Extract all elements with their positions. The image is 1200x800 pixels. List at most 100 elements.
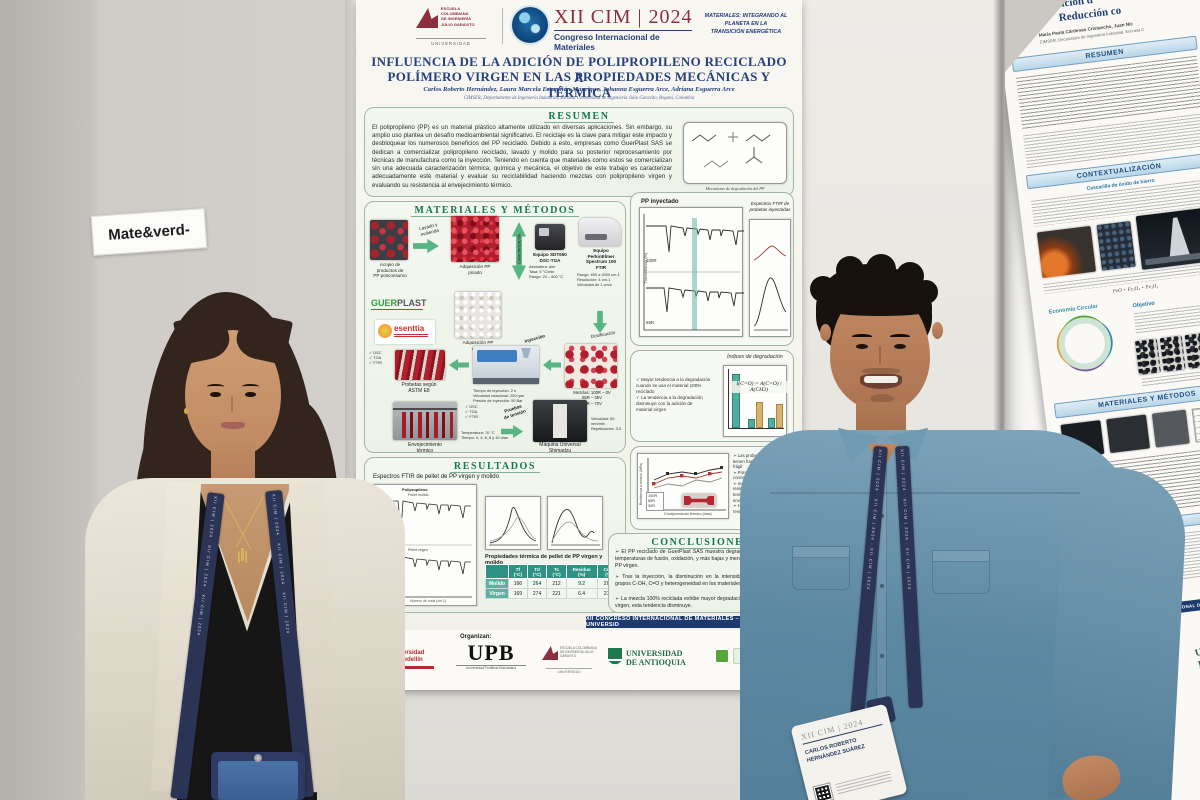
inyectora-hopper <box>521 348 531 358</box>
shimadzu-photo <box>533 400 587 442</box>
guerplast-logo-guer: GUER <box>371 298 398 308</box>
pellet-chart-xlabel: Número de onda (cm-1) <box>410 599 446 603</box>
section-metodos: MATERIALES Y MÉTODOS Acopio de productos… <box>364 201 626 455</box>
acopio-photo <box>370 220 408 260</box>
ftir-machine-slot <box>585 234 607 240</box>
conclusion-3: ➢ La mezcla 100% reciclada exhibe mayor … <box>615 596 789 610</box>
row-molido-label: Molido <box>484 578 510 589</box>
resumen-figure <box>683 122 787 184</box>
man-left-eye <box>856 344 868 349</box>
virgen-tf: 169 <box>508 588 528 599</box>
dsc-thumb-1 <box>485 496 541 550</box>
udea-logo: UNIVERSIDAD DE ANTIOQUIA <box>608 646 708 676</box>
thermal-table-row-molido: Molido 166 264 212 9.2 20.6 <box>484 578 622 589</box>
upb-logo-sub: Universidad Pontificia Bolivariana <box>456 665 526 670</box>
virgen-tc: 221 <box>546 588 567 599</box>
molido-residuo: 9.2 <box>565 578 598 589</box>
checks-probetas: ✓ DSC ✓ TGA ✓ FTIR <box>369 350 382 366</box>
congress-banner-text: XII CONGRESO INTERNACIONAL DE MATERIALES… <box>586 616 768 628</box>
poster-authors: Carlos Roberto Hernández, Laura Marcela … <box>423 86 735 93</box>
inyectora-base <box>473 378 539 384</box>
man-button-2 <box>880 584 884 588</box>
escuela-logo-cap: UNIVERSIDAD <box>546 668 592 674</box>
dsc-params: Atmósfera: aire Tasa: 5 °C/min Rango: 24… <box>529 264 564 280</box>
section-resumen: RESUMEN El polipropileno (PP) es un mate… <box>364 107 794 197</box>
resumen-figure-caption: Mecanismo de degradación del PP <box>705 186 765 191</box>
th-residuo: Residuo (%) <box>565 564 598 579</box>
guerplast-logo-plast: PLAST <box>397 298 427 308</box>
man-lanyard-right-text: XII CIM | 2024 · XII CIM | 2024 · XII CI… <box>899 449 913 591</box>
acopio-caption: Acopio de productos de PP posconsumo <box>373 262 407 279</box>
indice-formula: I(C=O) = A(C=O) / A(CH3) <box>729 381 789 393</box>
shimadzu-column <box>553 404 567 438</box>
dsc-machine-panel <box>539 228 549 236</box>
th-tf: Tf (°C) <box>508 564 528 579</box>
shimadzu-caption: Máquina Universal Shimadzu <box>539 442 581 455</box>
th-blank <box>484 564 510 579</box>
checks-2: ✓ DSC ✓ TGA ✓ FTIR <box>465 404 478 420</box>
man-right-eyebrow <box>890 334 910 339</box>
ftir-machine <box>579 218 621 246</box>
woman-badge-snap <box>254 754 262 762</box>
man-mustache-shadow <box>862 368 900 374</box>
rp-resumen-text: RESUMEN <box>1085 48 1125 60</box>
probetas-photo <box>395 350 445 380</box>
molido-tf: 166 <box>508 578 528 589</box>
dsc-thumb-2 <box>547 496 603 550</box>
section-degradacion: Índices de degradación ✓ Mayor tendencia… <box>630 350 794 442</box>
inyectora-photo <box>473 346 539 384</box>
espectros-inyectadas-chart <box>749 219 791 337</box>
picado-caption: Adquisición PP picado <box>459 264 491 275</box>
rp-layers-wedge <box>1162 216 1193 259</box>
woman-cross-pendant <box>241 548 244 561</box>
school-logo: ESCUELA COLOMBIANA DE INGENIERÍA JULIO G… <box>416 4 494 48</box>
header-divider <box>502 8 503 44</box>
conclusion-1: ➢ El PP reciclado de GuerPlast SAS muest… <box>615 549 789 570</box>
molido-td: 264 <box>526 578 548 589</box>
envejecimiento-specimens <box>397 412 453 438</box>
man-curl-2 <box>836 256 864 284</box>
ftir-params: Rango: 650 a 4000 cm-1 Resolución: 4 cm-… <box>577 272 620 288</box>
man-left-ear <box>820 324 831 341</box>
section-ftir-inyectado: PP inyectado 100R 65R Transmitancia (%) … <box>630 192 794 346</box>
dogbone-photo <box>682 494 716 507</box>
dogbone-shape <box>684 496 714 505</box>
man-nose <box>879 346 882 364</box>
school-logo-mark <box>416 8 438 28</box>
escuela-logo-mark <box>542 646 558 660</box>
udea-crest-icon <box>608 648 622 666</box>
man-pocket-right-flap <box>933 551 989 562</box>
caracterizacion-arrow-icon <box>511 222 527 280</box>
envejecimiento-photo <box>393 402 457 440</box>
guerplast-logo-rule <box>371 309 423 311</box>
woman-right-eyebrow <box>242 384 259 389</box>
udem-line2: de Medellín <box>390 657 423 664</box>
woman-lips <box>221 422 245 429</box>
man-teeth <box>864 376 898 383</box>
conclusiones-heading: CONCLUSIONES <box>609 534 793 549</box>
poster-title-line2: POLÍMERO VIRGEN EN LAS PROPIEDADES MECÁN… <box>387 69 771 100</box>
lavado-arrow-icon <box>413 238 439 254</box>
row-virgen-label: Virgen <box>484 588 510 599</box>
dosificacion-arrow-icon <box>592 311 608 333</box>
espectros-inyectadas-caption: Espectros FTIR de probetas inyectadas <box>749 201 791 212</box>
poster-affiliation: CIMSER, Departamento de Ingeniería Indus… <box>463 96 695 101</box>
udem-line1: Universidad <box>390 650 425 656</box>
person-woman: XII CIM | 2024 · XII CIM | 2024 · XII CI… <box>85 292 405 800</box>
resumen-text: El polipropileno (PP) es un material plá… <box>372 124 672 189</box>
inyectora-top <box>477 350 517 362</box>
wall-label-text: Mate&verd- <box>107 220 191 244</box>
man-hairline <box>828 280 932 316</box>
bar-3 <box>756 402 763 428</box>
pellet-chart-mid-label: Pellet molido <box>408 493 429 497</box>
envejecimiento-caption: Envejecimiento térmico <box>408 442 442 455</box>
ftir-ylabel: Transmitancia (%) <box>644 252 648 284</box>
esenttia-logo-rule <box>394 334 428 338</box>
degradation-scheme <box>691 132 771 168</box>
school-line3: DE INGENIERÍA <box>441 16 472 22</box>
udea-line2: DE ANTIOQUIA <box>626 658 686 668</box>
inyeccion-label: Inyección <box>524 333 546 344</box>
dosificacion-label: Dosificación <box>590 329 616 340</box>
man-arm <box>1047 464 1189 800</box>
tension-line-chart: 100R 65R 30R Envejecimiento térmico (día… <box>637 453 729 519</box>
